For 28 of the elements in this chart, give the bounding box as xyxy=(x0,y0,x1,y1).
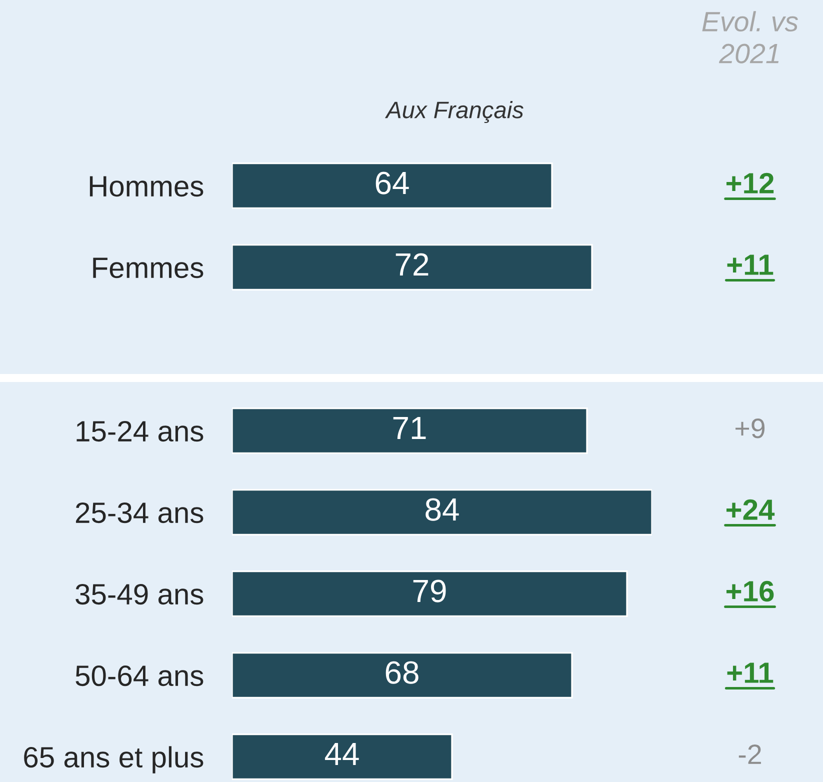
text: Evol. vs 2021 xyxy=(702,11,798,64)
text: +24 xyxy=(726,499,775,520)
y-tick-label: 15-24 ans xyxy=(76,420,204,442)
data-label: 64 xyxy=(376,172,409,194)
bar xyxy=(232,734,453,780)
bar xyxy=(232,570,628,617)
data-label: 79 xyxy=(413,580,446,602)
bar xyxy=(232,652,573,698)
text: +11 xyxy=(727,662,774,683)
text: +9 xyxy=(736,418,765,438)
data-label: 44 xyxy=(324,743,359,766)
text: -2 xyxy=(738,744,761,764)
data-label: 84 xyxy=(426,498,459,521)
chart-title: Aux Français xyxy=(384,100,524,124)
y-tick-label: Hommes xyxy=(90,176,204,197)
bar xyxy=(232,489,652,536)
bar xyxy=(232,408,588,454)
text: +11 xyxy=(727,254,774,275)
y-tick-label: 25-34 ans xyxy=(76,502,204,524)
y-tick-label: 50-64 ans xyxy=(76,665,204,686)
data-label: 68 xyxy=(386,661,418,684)
text: +12 xyxy=(726,172,774,194)
y-tick-label: 65 ans et plus xyxy=(24,746,204,774)
y-tick-label: Femmes xyxy=(93,258,204,278)
y-tick-label: 35-49 ans xyxy=(76,584,204,605)
data-label: 71 xyxy=(393,417,426,440)
data-label: 72 xyxy=(396,253,428,276)
text: +16 xyxy=(726,580,774,602)
